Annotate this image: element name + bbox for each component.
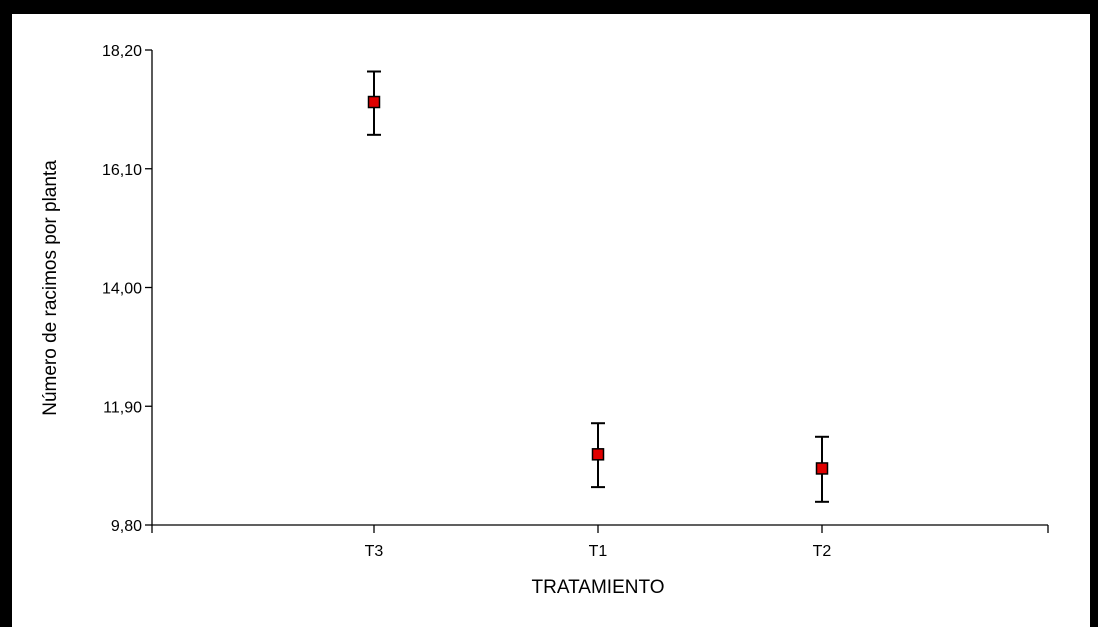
- x-axis-title: TRATAMIENTO: [532, 577, 665, 598]
- y-tick-label: 18,20: [102, 43, 142, 60]
- data-point: [591, 448, 605, 461]
- x-tick-label: T1: [589, 543, 608, 560]
- data-point: [815, 462, 829, 475]
- data-marks: [367, 70, 829, 503]
- y-tick-label: 11,90: [103, 399, 142, 416]
- y-tick-label: 14,00: [102, 281, 142, 298]
- y-tick-label: 16,10: [102, 162, 142, 179]
- y-ticks: 9,80 11,90 14,00 16,10 18,20: [102, 43, 152, 535]
- y-axis-title: Número de racimos por planta: [40, 160, 61, 416]
- x-ticks: T3 T1 T2: [365, 525, 832, 560]
- x-tick-label: T3: [365, 543, 384, 560]
- x-tick-label: T2: [813, 543, 832, 560]
- data-point: [367, 95, 381, 109]
- y-tick-label: 9,80: [111, 518, 142, 535]
